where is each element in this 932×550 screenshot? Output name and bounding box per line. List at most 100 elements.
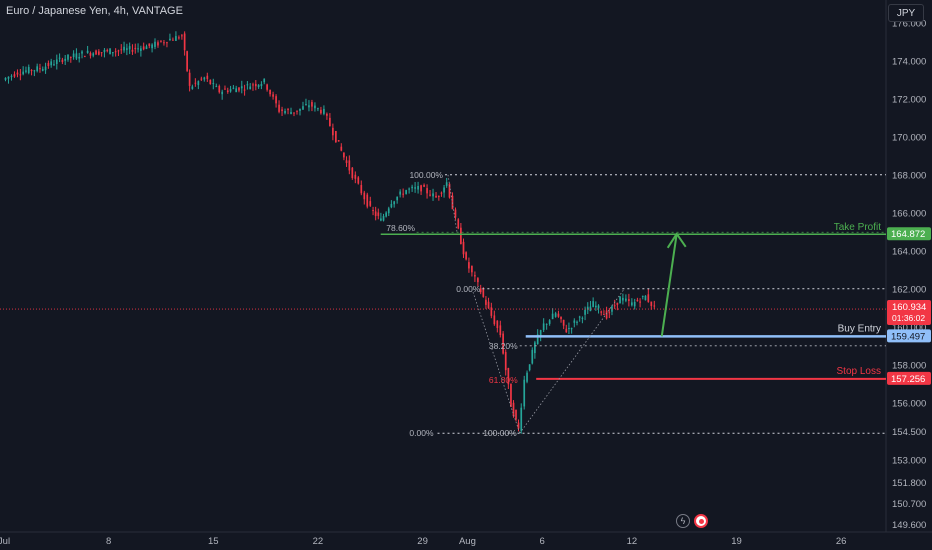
currency-button[interactable]: JPY bbox=[888, 4, 924, 22]
target-arrow-shaft bbox=[660, 233, 678, 337]
candle-body bbox=[611, 306, 613, 312]
y-tick-label: 149.600 bbox=[892, 520, 926, 531]
candle-body bbox=[78, 56, 81, 59]
candle-body bbox=[293, 112, 295, 114]
candle-body bbox=[357, 177, 360, 184]
candle-body bbox=[440, 192, 443, 194]
candle-body bbox=[232, 87, 235, 89]
candle-body bbox=[329, 117, 331, 127]
candle-body bbox=[326, 113, 328, 116]
candle-body bbox=[47, 62, 50, 67]
candle-body bbox=[380, 218, 382, 221]
candle-body bbox=[647, 294, 650, 302]
candle-body bbox=[460, 227, 462, 245]
x-tick-label: 6 bbox=[540, 536, 545, 547]
candle-body bbox=[290, 112, 292, 114]
candle-body bbox=[387, 208, 390, 214]
candle-body bbox=[317, 108, 319, 110]
candle-body bbox=[58, 57, 61, 59]
candle-body bbox=[493, 315, 496, 325]
candle-body bbox=[137, 48, 139, 50]
candle-body bbox=[465, 252, 467, 260]
candle-body bbox=[382, 216, 385, 221]
candle-body bbox=[507, 367, 510, 385]
x-tick-label: 12 bbox=[627, 536, 638, 547]
candle-body bbox=[597, 305, 600, 309]
candle-body bbox=[560, 316, 562, 320]
candle-body bbox=[523, 379, 526, 407]
candle-body bbox=[44, 66, 47, 71]
candle-body bbox=[445, 182, 448, 186]
fib-lower-base-0-label: 0.00% bbox=[409, 428, 434, 438]
candle-body bbox=[625, 298, 627, 301]
y-tick-label: 172.000 bbox=[892, 94, 926, 105]
candle-body bbox=[477, 278, 479, 283]
candle-body bbox=[41, 69, 44, 71]
candle-body bbox=[437, 196, 440, 198]
candle-body bbox=[25, 70, 27, 72]
candle-body bbox=[354, 174, 357, 179]
y-tick-label: 160.000 bbox=[892, 322, 926, 333]
candle-body bbox=[423, 184, 425, 187]
candle-body bbox=[200, 78, 203, 80]
candle-body bbox=[178, 37, 180, 39]
candle-body bbox=[479, 288, 482, 293]
candle-body bbox=[650, 301, 653, 306]
candle-body bbox=[16, 72, 19, 75]
candle-body bbox=[69, 56, 72, 58]
x-tick-label: 26 bbox=[836, 536, 847, 547]
candle-body bbox=[471, 265, 473, 273]
candle-body bbox=[622, 297, 624, 301]
candle-body bbox=[323, 108, 325, 114]
candle-body bbox=[468, 262, 470, 269]
candle-body bbox=[377, 212, 380, 216]
candle-body bbox=[633, 301, 636, 307]
y-tick-label: 150.700 bbox=[892, 499, 926, 510]
x-tick-label: 22 bbox=[313, 536, 324, 547]
candle-body bbox=[7, 76, 10, 79]
candle-body bbox=[414, 187, 416, 189]
candle-body bbox=[92, 53, 95, 56]
candle-body bbox=[337, 140, 340, 142]
candle-body bbox=[568, 327, 570, 330]
candle-body bbox=[175, 36, 177, 41]
record-icon[interactable] bbox=[694, 514, 708, 528]
candle-body bbox=[592, 301, 594, 307]
candle-body bbox=[13, 74, 16, 77]
candle-body bbox=[296, 110, 298, 112]
candle-body bbox=[332, 127, 334, 136]
y-tick-label: 174.000 bbox=[892, 56, 926, 67]
candle-body bbox=[565, 328, 568, 333]
fib-diagonal-down bbox=[471, 288, 521, 434]
candle-body bbox=[188, 72, 191, 86]
candle-body bbox=[515, 409, 517, 420]
stop-loss-label: Stop Loss bbox=[837, 366, 881, 377]
candle-body bbox=[608, 312, 611, 314]
x-tick-label: Aug bbox=[459, 536, 476, 547]
candle-body bbox=[335, 131, 337, 142]
candle-body bbox=[95, 50, 97, 55]
candle-body bbox=[114, 51, 117, 53]
candle-body bbox=[226, 90, 229, 93]
candle-body bbox=[140, 48, 142, 51]
fib-upper-100-label: 100.00% bbox=[409, 170, 443, 180]
candle-body bbox=[504, 352, 507, 371]
candle-body bbox=[462, 241, 465, 255]
fib-lower-0-label: 0.00% bbox=[456, 284, 481, 294]
candle-body bbox=[432, 193, 434, 197]
candle-body bbox=[390, 204, 393, 208]
candle-body bbox=[191, 86, 194, 89]
candle-body bbox=[531, 349, 534, 364]
candle-body bbox=[351, 167, 354, 179]
candle-body bbox=[134, 47, 137, 50]
candle-body bbox=[374, 211, 377, 217]
candle-body bbox=[385, 212, 387, 217]
candle-body bbox=[396, 196, 399, 201]
y-tick-label: 170.000 bbox=[892, 132, 926, 143]
candle-body bbox=[641, 295, 644, 297]
candle-body bbox=[454, 209, 457, 218]
candle-body bbox=[496, 320, 499, 328]
lightning-icon[interactable]: ϟ bbox=[676, 514, 690, 528]
candle-body bbox=[103, 49, 106, 53]
